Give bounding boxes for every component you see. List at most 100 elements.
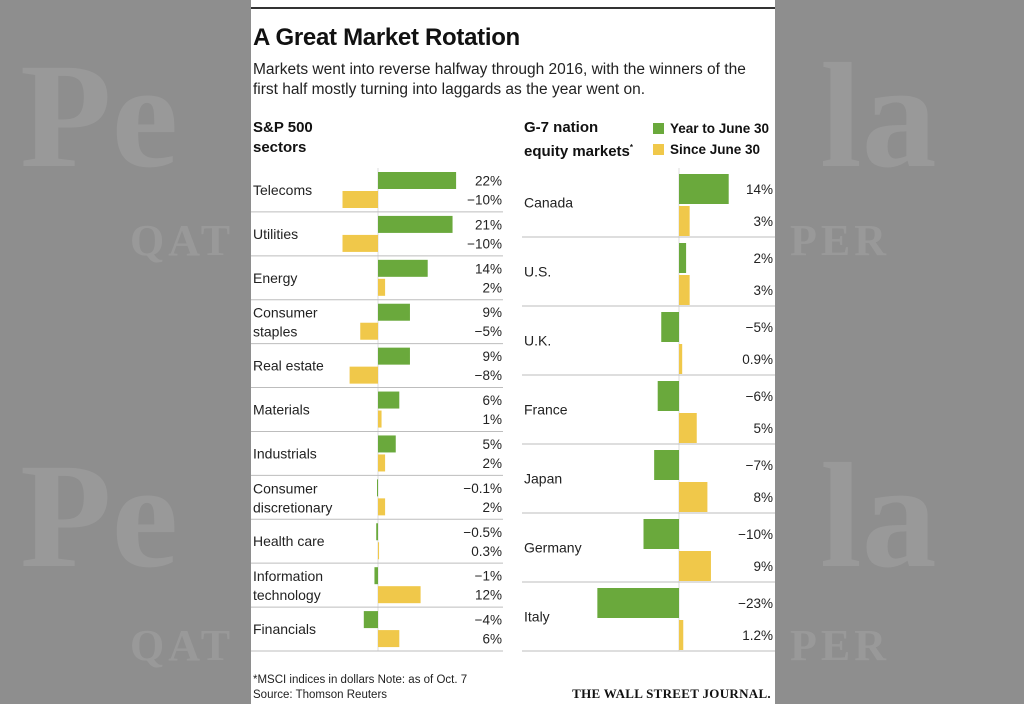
sp500-category-line-consumer-staples-0: Consumer (253, 305, 318, 321)
sp500-bar-information-technology-year-to-june (374, 567, 378, 585)
sp500-category-financials: Financials (253, 621, 316, 637)
sp500-bar-consumer-staples-since-june (360, 322, 378, 340)
g7-value-u-s-since-june: 3% (753, 283, 773, 298)
sp500-bar-utilities-year-to-june (378, 215, 453, 233)
watermark-right-top: la (820, 33, 937, 199)
g7-bar-canada-year-to-june (679, 174, 729, 204)
sp500-value-energy-year-to-june: 14% (475, 261, 502, 276)
sp500-value-health-care-year-to-june: −0.5% (463, 525, 502, 540)
g7-category-france: France (524, 402, 568, 418)
watermark-left-low: QAT (130, 621, 235, 670)
sp500-bar-consumer-discretionary-year-to-june (377, 479, 378, 497)
sp500-bar-energy-year-to-june (378, 259, 428, 277)
sp500-value-telecoms-since-june: −10% (467, 193, 502, 208)
sp500-category-real-estate: Real estate (253, 358, 324, 374)
sp500-bar-financials-since-june (378, 630, 400, 648)
watermark-left-bottom: Pe (20, 433, 179, 599)
sp500-value-consumer-staples-since-june: −5% (475, 324, 502, 339)
chart-subtitle: Markets went into reverse halfway throug… (253, 61, 746, 98)
g7-bar-france-year-to-june (657, 381, 679, 411)
sp500-value-financials-since-june: 6% (482, 632, 502, 647)
g7-bar-france-since-june (679, 413, 697, 443)
sp500-bar-utilities-since-june (342, 234, 378, 252)
sp500-value-utilities-since-june: −10% (467, 236, 502, 251)
sp500-bar-real-estate-year-to-june (378, 347, 410, 365)
g7-value-germany-year-to-june: −10% (738, 527, 773, 542)
sp500-category-health-care: Health care (253, 533, 325, 549)
g7-value-canada-since-june: 3% (753, 214, 773, 229)
legend-year-to-june: Year to June 30 (653, 121, 769, 136)
watermark-left-top: Pe (20, 33, 179, 199)
sp500-bar-health-care-year-to-june (376, 523, 378, 541)
sp500-bar-financials-year-to-june (363, 611, 378, 629)
sp500-category-energy: Energy (253, 270, 297, 286)
sp500-bar-consumer-staples-year-to-june (378, 303, 410, 321)
g7-value-u-k-year-to-june: −5% (746, 320, 773, 335)
sp500-bar-industrials-year-to-june (378, 435, 396, 453)
sp500-bar-energy-since-june (378, 278, 386, 296)
footnote: *MSCI indices in dollars Note: as of Oct… (253, 673, 467, 703)
legend-swatch-yellow (653, 144, 664, 155)
g7-bar-u-s-since-june (679, 275, 690, 305)
sp500-value-information-technology-year-to-june: −1% (475, 569, 502, 584)
left-panel-title-line1: S&P 500 (253, 119, 313, 136)
watermark-left-mid: QAT (130, 216, 235, 265)
sp500-bar-materials-year-to-june (378, 391, 400, 409)
g7-value-japan-since-june: 8% (753, 490, 773, 505)
footnote-line1: *MSCI indices in dollars Note: as of Oct… (253, 674, 468, 686)
right-panel-title-line1: G-7 nation (524, 119, 599, 136)
publisher-credit: THE WALL STREET JOURNAL. (572, 686, 771, 701)
g7-value-japan-year-to-june: −7% (746, 458, 773, 473)
right-panel-title-line2-wrap: equity markets* (524, 138, 633, 162)
sp500-value-materials-year-to-june: 6% (482, 393, 502, 408)
sp500-bar-health-care-since-june (378, 542, 380, 560)
g7-category-canada: Canada (524, 195, 573, 211)
sp500-bar-industrials-since-june (378, 454, 386, 472)
g7-bar-u-s-year-to-june (679, 243, 687, 273)
sp500-bar-telecoms-year-to-june (378, 172, 457, 189)
sp500-category-utilities: Utilities (253, 226, 298, 242)
sp500-value-financials-year-to-june: −4% (475, 613, 502, 628)
sp500-value-consumer-discretionary-year-to-june: −0.1% (463, 481, 502, 496)
watermark-right-bottom: la (820, 433, 937, 599)
watermark-right-mid: PER (790, 216, 890, 265)
sp500-category-materials: Materials (253, 402, 310, 418)
sp500-category-information-technology: Information technology (253, 568, 323, 603)
sp500-bar-consumer-discretionary-since-june (378, 498, 386, 516)
legend-label-year-to-june: Year to June 30 (670, 121, 770, 136)
g7-bar-japan-year-to-june (654, 450, 679, 480)
sp500-value-energy-since-june: 2% (482, 280, 502, 295)
g7-bar-u-k-year-to-june (661, 312, 679, 342)
sp500-value-industrials-year-to-june: 5% (482, 437, 502, 452)
sp500-value-health-care-since-june: 0.3% (471, 544, 502, 559)
g7-bar-germany-year-to-june (643, 519, 679, 549)
sp500-value-industrials-since-june: 2% (482, 456, 502, 471)
g7-value-france-year-to-june: −6% (746, 389, 773, 404)
sp500-value-consumer-discretionary-since-june: 2% (482, 500, 502, 515)
g7-value-u-s-year-to-june: 2% (753, 251, 773, 266)
sp500-category-line-information-technology-0: Information (253, 568, 323, 584)
g7-category-japan: Japan (524, 471, 562, 487)
g7-value-france-since-june: 5% (753, 421, 773, 436)
watermark-right-low: PER (790, 621, 890, 670)
sp500-bar-materials-since-june (378, 410, 382, 428)
g7-category-u-k: U.K. (524, 333, 551, 349)
g7-bar-u-k-since-june (679, 344, 683, 374)
g7-value-italy-since-june: 1.2% (742, 628, 773, 643)
sp500-bar-telecoms-since-june (342, 191, 378, 208)
legend-label-since-june: Since June 30 (670, 142, 761, 157)
chart-plot-area: Telecoms 22% −10% Utilities 21% −10% Energy 14%… (251, 168, 775, 652)
sp500-category-line-consumer-discretionary-1: discretionary (253, 499, 332, 515)
sp500-value-real-estate-since-june: −8% (475, 368, 502, 383)
top-rule (251, 7, 775, 9)
g7-bar-germany-since-june (679, 551, 711, 581)
g7-value-canada-year-to-june: 14% (746, 182, 773, 197)
legend-swatch-green (653, 123, 664, 134)
chart-title: A Great Market Rotation (253, 24, 520, 51)
sp500-category-line-information-technology-1: technology (253, 587, 321, 603)
right-panel-title-mark: * (629, 143, 634, 152)
g7-category-italy: Italy (524, 609, 550, 625)
sp500-category-telecoms: Telecoms (253, 182, 312, 198)
g7-category-u-s: U.S. (524, 264, 551, 280)
sp500-bar-information-technology-since-june (378, 586, 421, 604)
